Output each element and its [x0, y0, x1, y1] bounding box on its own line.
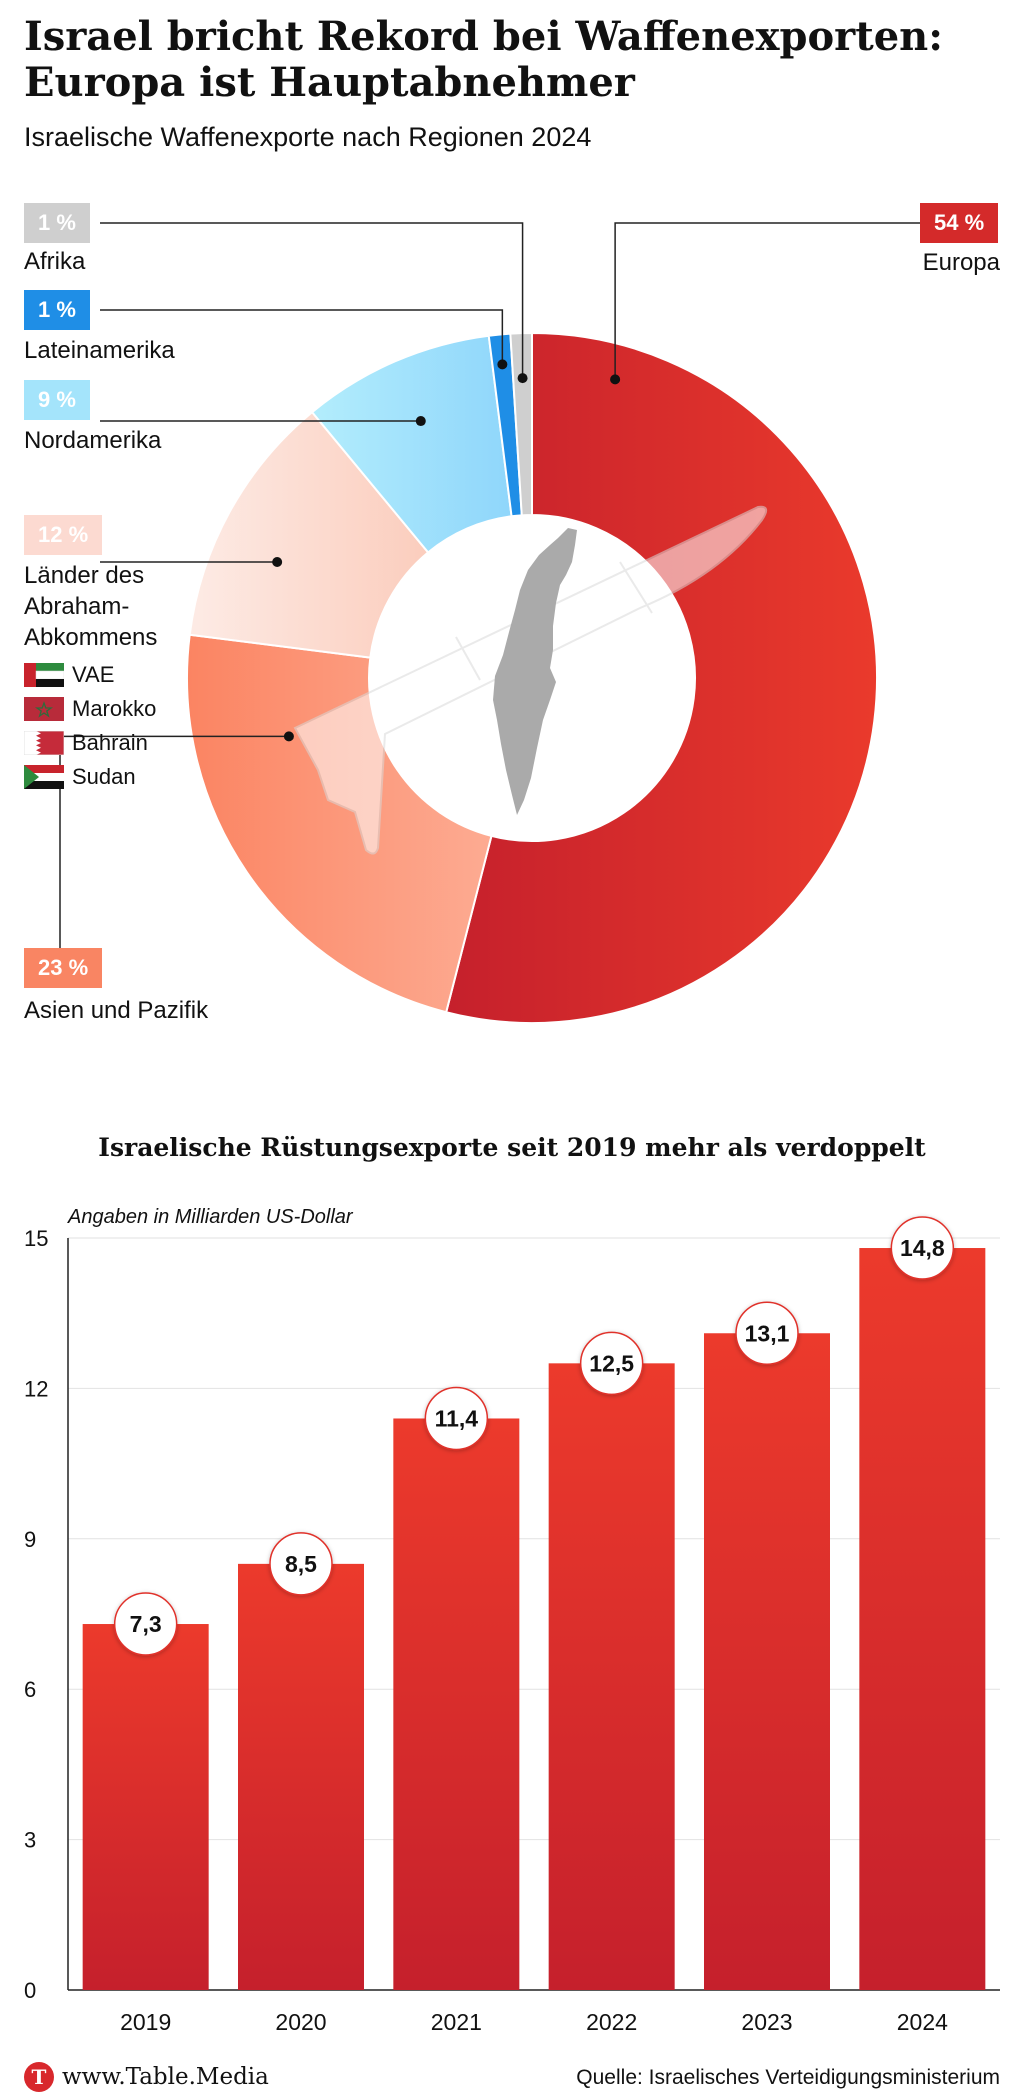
donut-chart — [59, 222, 920, 1024]
morocco-flag-icon — [24, 697, 64, 721]
value-label: 12,5 — [589, 1350, 634, 1376]
label-lateinamerika: Lateinamerika — [24, 337, 175, 364]
flag-label-vae: VAE — [72, 662, 115, 687]
table-media-logo-icon: T — [24, 2062, 54, 2092]
y-tick-label: 12 — [24, 1376, 48, 1401]
leader-dot-lateinamerika — [497, 359, 508, 370]
leader-line-afrika — [100, 222, 524, 379]
value-label-circle — [113, 1592, 178, 1656]
value-label-circle — [579, 1331, 644, 1396]
flag-row-bahrain: Bahrain — [24, 730, 148, 756]
value-label-circle — [424, 1386, 489, 1451]
label-abraham-line-1: Länder des — [24, 562, 145, 589]
value-label: 11,4 — [435, 1405, 479, 1431]
label-abraham-line-2: Abraham- — [24, 593, 130, 620]
y-tick-label: 3 — [24, 1828, 36, 1853]
x-tick-label: 2024 — [897, 2009, 948, 2035]
leader-dot-nordamerika — [415, 416, 426, 427]
value-label: 13,1 — [745, 1320, 790, 1346]
flag-row-marokko: Marokko — [24, 696, 156, 722]
flag-row-vae: VAE — [24, 662, 114, 688]
y-tick-label: 0 — [24, 1978, 36, 2003]
source-note: Quelle: Israelisches Verteidigungsminist… — [576, 2066, 1000, 2089]
israel-map-icon — [493, 528, 577, 815]
x-tick-label: 2023 — [741, 2009, 792, 2035]
label-europa: Europa — [922, 249, 1000, 276]
bar-2021 — [393, 1418, 520, 1990]
leader-dot-abraham — [272, 556, 283, 567]
label-abraham-line-3: Abkommens — [24, 624, 158, 651]
value-label: 7,3 — [130, 1611, 162, 1637]
flag-label-marokko: Marokko — [72, 696, 157, 721]
badge-afrika: 1 % — [24, 203, 90, 243]
flag-label-bahrain: Bahrain — [72, 730, 148, 755]
bar-2023 — [704, 1333, 830, 1990]
page-title: Israel bricht Rekord bei Waffenexporten:… — [24, 13, 943, 106]
donut-subtitle: Israelische Waffenexporte nach Regionen … — [24, 122, 592, 152]
badge-nordamerika: 9 % — [24, 380, 90, 420]
bar-2020 — [238, 1563, 364, 1990]
badge-europa: 54 % — [920, 203, 999, 243]
bar-2022 — [548, 1363, 675, 1990]
leader-line-europa — [614, 222, 920, 380]
label-abraham: Länder des Abraham- Abkommens — [24, 560, 157, 653]
badge-asien: 23 % — [24, 948, 103, 988]
label-asien: Asien und Pazifik — [24, 997, 209, 1024]
bar-2019 — [82, 1624, 209, 1990]
value-label-circle — [890, 1216, 955, 1280]
leader-line-lateinamerika — [100, 309, 504, 365]
value-label: 8,5 — [285, 1551, 317, 1577]
label-nordamerika: Nordamerika — [24, 427, 162, 454]
sudan-flag-icon — [24, 765, 64, 789]
label-afrika: Afrika — [24, 248, 86, 275]
bar-chart-title: Israelische Rüstungsexporte seit 2019 me… — [98, 1133, 926, 1162]
leader-dot-afrika — [517, 373, 528, 384]
badge-lateinamerika: 1 % — [24, 290, 90, 330]
bar-2024 — [859, 1248, 986, 1990]
x-tick-label: 2021 — [431, 2009, 482, 2035]
y-tick-label: 15 — [24, 1226, 48, 1251]
uae-flag-icon — [24, 663, 64, 687]
bahrain-flag-icon — [24, 731, 64, 755]
flag-label-sudan: Sudan — [72, 764, 136, 789]
y-tick-label: 6 — [24, 1677, 36, 1702]
value-label-circle — [735, 1301, 799, 1366]
bar-chart-unit-note: Angaben in Milliarden US-Dollar — [68, 1206, 353, 1228]
footer-url[interactable]: www.Table.Media — [62, 2064, 269, 2090]
badge-abraham: 12 % — [24, 515, 103, 555]
flag-row-sudan: Sudan — [24, 764, 136, 790]
rocket-illustration — [293, 505, 768, 855]
x-tick-label: 2020 — [275, 2009, 326, 2035]
value-label: 14,8 — [900, 1235, 945, 1261]
leader-dot-europa — [610, 374, 621, 385]
table-media-logo[interactable]: T www.Table.Media — [24, 2062, 269, 2092]
leader-dot-asien — [283, 731, 294, 742]
y-tick-label: 9 — [24, 1527, 36, 1552]
value-label-circle — [269, 1532, 333, 1596]
x-tick-label: 2019 — [120, 2009, 171, 2035]
x-tick-label: 2022 — [586, 2009, 637, 2035]
